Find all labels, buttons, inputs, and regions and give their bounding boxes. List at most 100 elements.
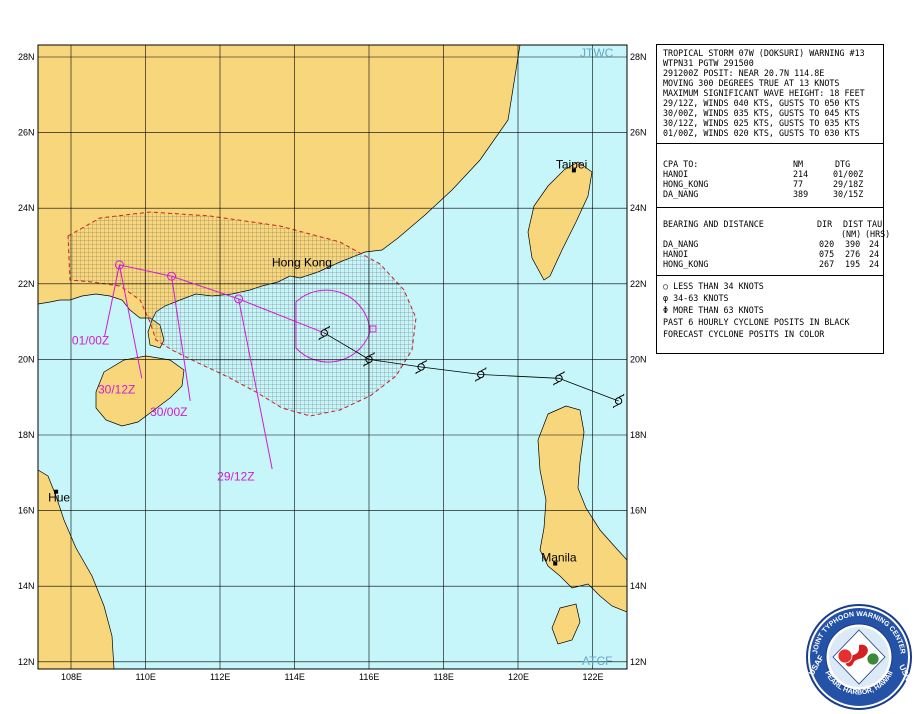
cpa-row: DA_NANG 389 30/15Z <box>663 189 877 199</box>
cyclone-symbol-icon <box>415 359 427 375</box>
forecast-fix-marker <box>167 271 177 281</box>
bearing-cell-place: DA_NANG <box>663 239 699 249</box>
lon-label: 110E <box>136 672 156 682</box>
cpa-header-dtg: DTG <box>835 159 851 169</box>
lat-label-right: 18N <box>630 430 647 440</box>
bearing-cell-tau: 24 <box>869 239 880 249</box>
corner-label-bottom: ATCF <box>582 654 612 668</box>
cpa-cell-dtg: 30/15Z <box>833 189 864 199</box>
lat-label-left: 12N <box>18 657 35 667</box>
grid-lines <box>38 45 627 669</box>
cpa-header: CPA TO: NM DTG <box>663 159 877 169</box>
fix-leader-line <box>104 264 120 337</box>
bearing-cell-place: HANOI <box>663 249 689 259</box>
forecast-fix-label: 01/00Z <box>72 333 109 347</box>
forecast-fix-label: 29/12Z <box>217 469 254 483</box>
legend-item: Φ MORE THAN 63 KNOTS <box>663 305 764 315</box>
legend-item: φ 34-63 KNOTS <box>663 293 729 303</box>
warning-line: 29/12Z, WINDS 040 KTS, GUSTS TO 050 KTS <box>663 98 860 108</box>
lat-label-right: 28N <box>630 52 647 62</box>
wind-radius <box>295 289 377 363</box>
cyclone-symbol-icon <box>612 393 625 409</box>
warning-line: 30/00Z, WINDS 035 KTS, GUSTS TO 045 KTS <box>663 108 860 118</box>
lon-label: 116E <box>359 672 379 682</box>
cpa-cell-dtg: 01/00Z <box>833 169 864 179</box>
city-dot <box>571 168 576 173</box>
lon-label: 108E <box>61 672 82 682</box>
city-label: Hue <box>48 491 70 505</box>
past-track <box>318 325 625 409</box>
lat-label-right: 16N <box>630 506 647 516</box>
lat-label-right: 20N <box>630 354 647 364</box>
lat-label-right: 14N <box>630 581 647 591</box>
bearing-header: BEARING AND DISTANCE DIR DIST TAU <box>663 219 882 229</box>
cpa-cell-dtg: 29/18Z <box>833 179 864 189</box>
bearing-row: DA_NANG 020 390 24 <box>663 239 880 249</box>
lat-label-left: 20N <box>18 354 35 364</box>
bearing-cell-dir: 020 <box>819 239 835 249</box>
lat-label-right: 26N <box>630 128 647 138</box>
bearing-header-dir: DIR <box>817 219 833 229</box>
warning-line: TROPICAL STORM 07W (DOKSURI) WARNING #13 <box>663 48 865 58</box>
bearing-cell-dir: 267 <box>819 259 835 269</box>
warning-line: MOVING 300 DEGREES TRUE AT 13 KNOTS <box>663 78 840 88</box>
mindoro-island <box>551 603 581 645</box>
lat-label-left: 28N <box>18 52 35 62</box>
bearing-header-tau: TAU <box>867 219 883 229</box>
lon-label: 122E <box>583 672 604 682</box>
city-label: Hong Kong <box>272 255 332 269</box>
bearing-subheader-dist: (NM) <box>841 229 862 239</box>
latitude-labels: 28N 28N 26N 26N 24N 24N 22N 22N 20N 20N 18N 18N 16N 1… <box>18 52 647 667</box>
legend-item: FORECAST CYCLONE POSITS IN COLOR <box>663 329 825 339</box>
cpa-cell-nm: 214 <box>793 169 809 179</box>
hainan-island <box>95 355 185 427</box>
lat-label-left: 24N <box>18 203 35 213</box>
bearing-header-dist: DIST <box>843 219 864 229</box>
city-label: Taipei <box>556 157 587 171</box>
warning-line: MAXIMUM SIGNIFICANT WAVE HEIGHT: 18 FEET <box>663 88 865 98</box>
city-markers: Hong Kong Taipei Hue Manila <box>48 157 587 566</box>
map-frame <box>37 44 628 670</box>
cpa-row: HANOI 214 01/00Z <box>663 169 877 179</box>
cyclone-symbol-icon <box>553 371 565 386</box>
lon-label: 120E <box>508 672 529 682</box>
fix-leader-line <box>238 298 273 470</box>
lat-label-right: 12N <box>630 657 647 667</box>
forecast-fix-marker <box>114 260 124 270</box>
city-dot <box>553 561 558 566</box>
warning-line: WTPN31 PGTW 291500 <box>663 58 754 68</box>
bearing-cell-tau: 24 <box>869 249 880 259</box>
cyclone-symbol-icon <box>475 367 487 382</box>
bearing-cell-place: HONG_KONG <box>663 259 709 269</box>
cpa-cell-place: DA_NANG <box>663 189 699 199</box>
divider <box>657 207 883 208</box>
forecast-line <box>119 264 325 334</box>
warning-line: 01/00Z, WINDS 020 KTS, GUSTS TO 030 KTS <box>663 128 860 138</box>
cyclone-symbol-icon <box>363 352 375 367</box>
forecast-fix-label: 30/00Z <box>150 405 187 419</box>
bearing-header-label: BEARING AND DISTANCE <box>663 219 764 229</box>
forecast-track: 29/12Z 30/00Z 30/12Z 01/00Z <box>72 260 325 483</box>
cyclone-symbol-icon <box>318 325 330 341</box>
bearing-row: HANOI 075 276 24 <box>663 249 880 259</box>
forecast-fix-marker <box>234 294 244 304</box>
lon-label: 118E <box>434 672 454 682</box>
bearing-cell-tau: 24 <box>869 259 880 269</box>
bearing-cell-dist: 195 <box>845 259 861 269</box>
warning-line: 291200Z POSIT: NEAR 20.7N 114.8E <box>663 68 825 78</box>
lat-label-left: 16N <box>18 506 35 516</box>
divider <box>657 143 883 144</box>
cpa-cell-nm: 77 <box>793 179 804 189</box>
jtwc-seal: JOINT TYPHOON WARNING CENTER PEARL HARBO… <box>806 604 913 710</box>
corner-label-top: JTWC <box>580 46 614 60</box>
taiwan-island <box>527 161 593 281</box>
legend-item: PAST 6 HOURLY CYCLONE POSITS IN BLACK <box>663 317 850 327</box>
past-track-line <box>324 332 619 402</box>
warning-line: 30/12Z, WINDS 025 KTS, GUSTS TO 035 KTS <box>663 118 860 128</box>
vietnam-land <box>38 469 115 669</box>
cpa-row: HONG_KONG 77 29/18Z <box>663 179 877 189</box>
cpa-cell-place: HONG_KONG <box>663 179 709 189</box>
cpa-cell-nm: 389 <box>793 189 809 199</box>
bearing-subheader-tau: (HRS) <box>865 229 891 239</box>
